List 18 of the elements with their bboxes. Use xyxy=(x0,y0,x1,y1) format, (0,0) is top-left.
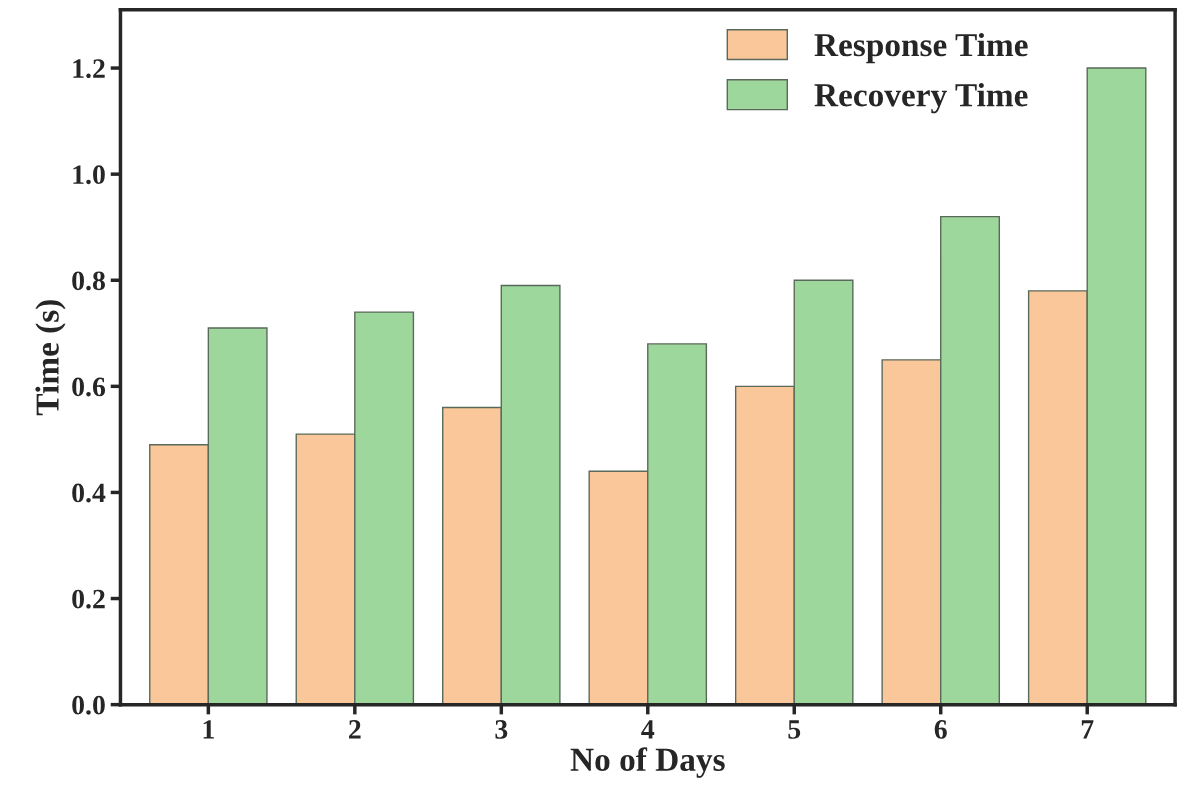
x-tick-label: 1 xyxy=(203,720,214,739)
x-tick-label: 6 xyxy=(934,720,947,739)
y-tick-label: 1.0 xyxy=(73,165,105,185)
x-tick-label: 5 xyxy=(788,720,801,739)
legend-label: Response Time xyxy=(814,32,1028,64)
y-axis-title: Time (s) xyxy=(35,300,66,416)
x-tick-label: 7 xyxy=(1081,720,1094,739)
x-tick-label: 4 xyxy=(641,720,655,739)
legend-label: Recovery Time xyxy=(814,83,1028,114)
y-tick-label: 1.2 xyxy=(73,59,105,79)
x-tick-label: 3 xyxy=(495,720,508,739)
y-tick-label: 0.6 xyxy=(72,377,106,397)
x-tick-label: 2 xyxy=(349,720,361,739)
y-tick-label: 0.4 xyxy=(72,483,106,503)
y-tick-label: 0.2 xyxy=(72,589,105,609)
y-tick-label: 0.0 xyxy=(72,695,105,715)
x-axis-title: No of Days xyxy=(570,747,725,778)
y-tick-label: 0.8 xyxy=(72,271,105,291)
